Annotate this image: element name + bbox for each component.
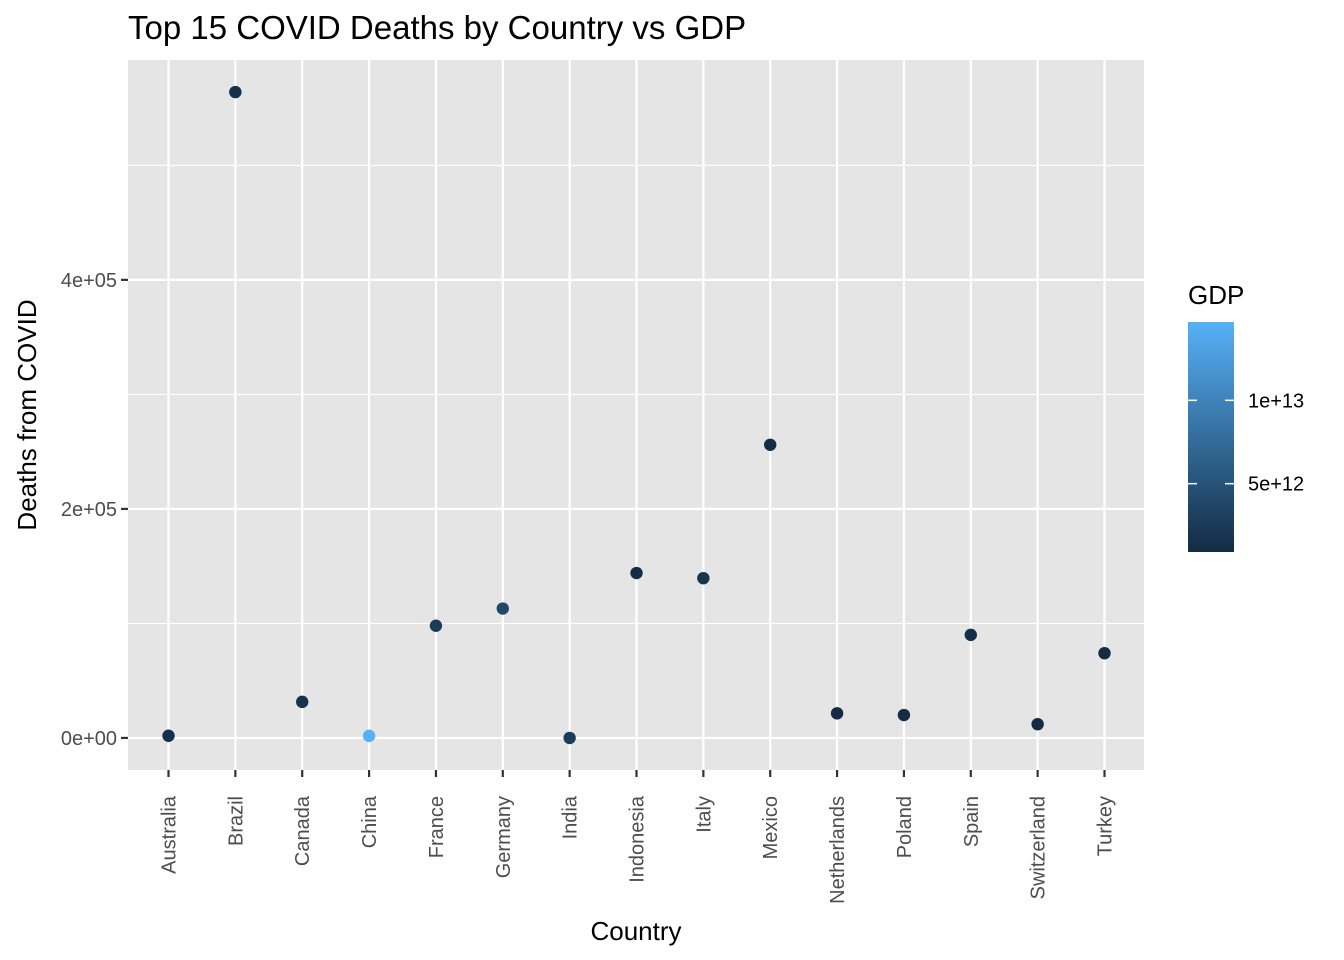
x-tick-label: Netherlands	[827, 796, 849, 904]
x-tick-label: Australia	[159, 795, 181, 874]
y-tick-label: 0e+00	[61, 728, 117, 750]
data-point	[830, 707, 844, 720]
x-axis-title: Country	[590, 916, 681, 946]
gdp-legend: GDP 5e+12 1e+13	[1188, 280, 1304, 552]
legend-title: GDP	[1188, 280, 1244, 310]
y-tick-label: 2e+05	[61, 499, 117, 521]
data-point	[764, 438, 777, 451]
data-point	[362, 729, 376, 743]
data-point	[1098, 646, 1111, 660]
x-tick-label: China	[359, 795, 381, 848]
data-point	[496, 602, 509, 615]
data-points	[162, 85, 1111, 745]
x-tick-label: Turkey	[1095, 796, 1117, 856]
x-tick-label: Mexico	[760, 796, 782, 859]
x-tick-label: Brazil	[225, 796, 247, 846]
x-tick-label: Switzerland	[1028, 796, 1050, 899]
y-tick-labels: 0e+00 2e+05 4e+05	[61, 270, 117, 750]
x-tick-labels: Australia Brazil Canada China France Germany I…	[159, 795, 1117, 904]
data-point	[563, 731, 576, 745]
y-axis-title: Deaths from COVID	[12, 299, 42, 530]
data-point	[1031, 717, 1044, 731]
data-point	[296, 695, 309, 709]
y-tick-label: 4e+05	[61, 270, 117, 292]
x-tick-label: France	[426, 796, 448, 858]
major-gridlines	[128, 60, 1144, 770]
legend-colorbar	[1188, 322, 1234, 552]
data-point	[964, 628, 977, 642]
data-point	[429, 619, 443, 632]
data-point	[229, 85, 242, 99]
x-tick-label: Poland	[894, 796, 916, 858]
x-tick-label: Germany	[493, 796, 515, 878]
legend-tick-label: 1e+13	[1248, 390, 1304, 412]
x-tick-label: Indonesia	[627, 795, 649, 883]
x-tick-label: Canada	[292, 795, 314, 866]
chart-title: Top 15 COVID Deaths by Country vs GDP	[128, 9, 746, 46]
x-tick-label: India	[560, 795, 582, 839]
data-point	[630, 566, 643, 580]
axis-ticks	[121, 278, 1106, 777]
legend-tick-label: 5e+12	[1248, 474, 1304, 496]
legend-ticks: 5e+12 1e+13	[1188, 390, 1304, 496]
data-point	[162, 729, 175, 742]
data-point	[897, 708, 911, 722]
x-tick-label: Italy	[693, 796, 715, 833]
data-point	[697, 571, 710, 585]
x-tick-label: Spain	[961, 796, 983, 847]
